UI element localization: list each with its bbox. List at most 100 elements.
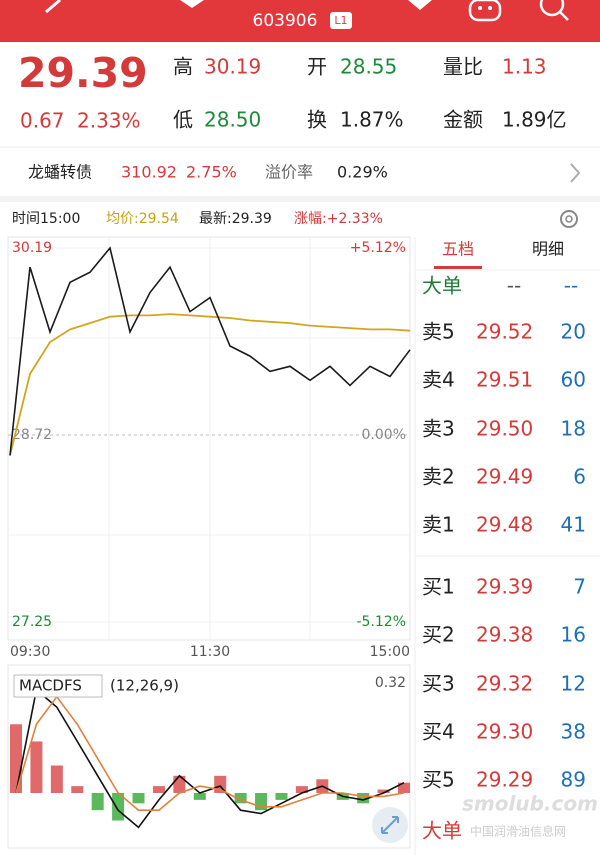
stat-value: 28.50 [204, 108, 261, 132]
price-chart-frame [7, 236, 411, 641]
book-price: 29.51 [476, 368, 533, 392]
y-tick-label: 28.72 [12, 427, 52, 443]
macd-title: MACDFS [19, 677, 82, 695]
book-volume: 89 [561, 768, 586, 792]
prev-arrow[interactable] [180, 0, 204, 8]
price-chart: 27.25 28.72 30.19 -5.12% 0.00% +5.12% 09:30 11:… [8, 240, 411, 660]
book-price: 29.52 [476, 320, 533, 344]
back-button[interactable] [45, 0, 61, 14]
macd-bar [50, 765, 63, 793]
macd-bar [275, 793, 288, 800]
macd-bar [10, 724, 22, 793]
y2-tick-label: +5.12% [350, 240, 406, 256]
book-label: 卖5 [422, 320, 455, 344]
macd-line [15, 688, 405, 829]
tab[interactable]: 明细 [532, 240, 564, 259]
bond-price: 310.92 [121, 163, 177, 182]
price-change-pct: 2.33% [77, 109, 141, 133]
search-icon[interactable] [539, 0, 569, 21]
y2-tick-label: -5.12% [356, 614, 406, 630]
bond-row[interactable]: 龙蟠转债 310.92 2.75% 溢价率 0.29% [28, 163, 581, 183]
book-volume: 38 [561, 720, 586, 744]
expand-icon [381, 816, 399, 834]
book-price: 29.49 [476, 465, 533, 489]
macd-bar [377, 789, 390, 793]
stat-label: 量比 [443, 55, 483, 79]
book-label: 买3 [422, 672, 455, 696]
book-label: 买1 [422, 575, 455, 599]
next-arrow[interactable] [408, 0, 432, 10]
x-tick-label: 09:30 [10, 644, 50, 660]
info-latest: 最新:29.39 [199, 211, 272, 227]
book-label: 买5 [422, 768, 455, 792]
watermark-site: smolub.com [462, 792, 598, 816]
big-order-buy: -- [507, 274, 521, 298]
book-label: 卖4 [422, 368, 455, 392]
stock-code: 603906 [253, 11, 318, 31]
separator [0, 196, 600, 202]
series-line [9, 313, 411, 456]
macd-line [15, 695, 405, 811]
x-tick-label: 15:00 [370, 644, 410, 660]
macd-title-box[interactable] [13, 674, 103, 698]
footer-big-order: 大单 [422, 819, 462, 843]
chevron [570, 163, 581, 183]
stat-value: 30.19 [204, 55, 261, 79]
info-change: 涨幅:+2.33% [294, 211, 383, 227]
macd-bar [234, 793, 247, 804]
stat-value: 1.87% [340, 108, 404, 132]
book-price: 29.32 [476, 672, 533, 696]
macd-bar [357, 793, 370, 804]
big-order-sell: -- [564, 274, 578, 298]
premium-label: 溢价率 [265, 163, 313, 182]
stat-label: 换 [307, 108, 327, 132]
book-price: 29.50 [476, 417, 533, 441]
macd-bar [132, 793, 145, 804]
macd-bar [71, 786, 84, 793]
macd-params: (12,26,9) [110, 677, 179, 695]
stat-value: 1.13 [502, 55, 547, 79]
watermark-name: 中国润滑油信息网 [470, 824, 566, 839]
book-volume: 16 [561, 623, 586, 647]
book-volume: 20 [561, 320, 586, 344]
info-avg: 均价:29.54 [106, 211, 179, 227]
info-time: 时间15:00 [12, 211, 80, 227]
chat-icon[interactable] [468, 0, 502, 22]
price-change: 0.67 [20, 109, 65, 133]
book-volume: 7 [573, 575, 586, 599]
macd-frame [7, 664, 411, 849]
premium-value: 0.29% [337, 163, 388, 182]
big-order-label: 大单 [422, 274, 462, 298]
stat-value: 1.89亿 [502, 108, 567, 132]
book-label: 买4 [422, 720, 455, 744]
settings-icon[interactable] [560, 210, 578, 228]
level-badge-text: L1 [334, 14, 347, 27]
stat-value: 28.55 [340, 55, 397, 79]
quote-stats: 高 30.19 开 28.55 量比 1.13 低 28.50 换 1.87% 金额 1.89亿 [173, 55, 567, 132]
book-label: 卖2 [422, 465, 455, 489]
book-volume: 12 [561, 672, 586, 696]
last-price: 29.39 [18, 49, 148, 97]
y-tick-label: 30.19 [12, 240, 52, 256]
x-tick-label: 11:30 [190, 644, 230, 660]
book-label: 卖1 [422, 513, 455, 537]
stat-label: 开 [307, 55, 327, 79]
book-volume: 60 [561, 368, 586, 392]
bond-change: 2.75% [186, 163, 237, 182]
y-tick-label: 0.32 [375, 675, 406, 691]
macd-bar [255, 793, 268, 811]
tab-underline [434, 266, 482, 269]
stat-label: 高 [173, 55, 193, 79]
macd-bar [398, 782, 410, 793]
tab-active[interactable]: 五档 [442, 240, 474, 259]
order-book: 卖5 29.52 20 卖4 29.51 60 卖3 29.50 18 卖2 29.49 6 卖1 29.… [422, 320, 586, 792]
macd-labels: MACDFS (12,26,9) 0.32 [13, 674, 406, 698]
stat-label: 金额 [443, 108, 483, 132]
book-label: 买2 [422, 623, 455, 647]
y2-tick-label: 0.00% [362, 427, 406, 443]
book-price: 29.30 [476, 720, 533, 744]
macd-bar [295, 786, 308, 793]
book-volume: 18 [561, 417, 586, 441]
